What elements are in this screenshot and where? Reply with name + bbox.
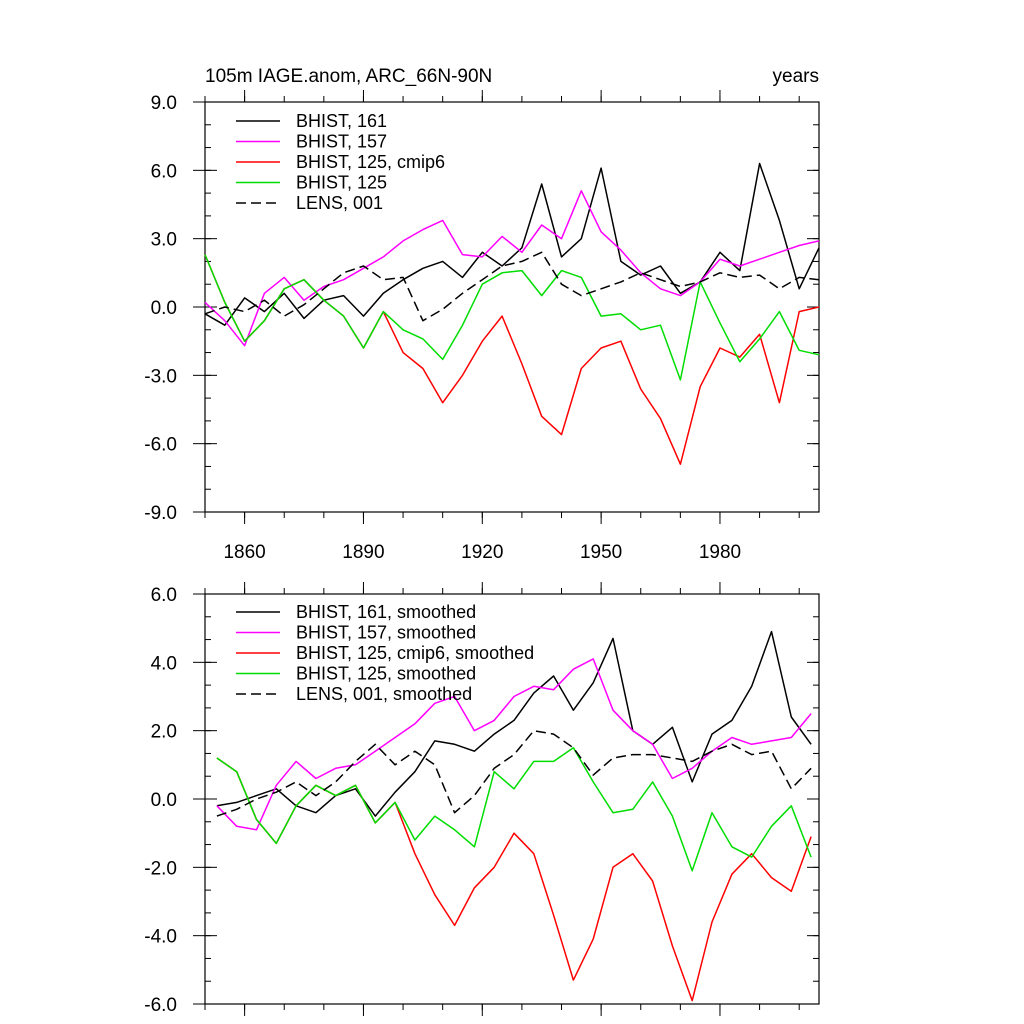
y-tick-label: -4.0 bbox=[144, 927, 177, 948]
legend-label-2: BHIST, 157 bbox=[296, 132, 387, 152]
y-tick-label: -6.0 bbox=[144, 435, 177, 456]
series-line-4 bbox=[216, 747, 812, 872]
legend-label-1: BHIST, 161 bbox=[296, 111, 387, 131]
y-tick-label: 9.0 bbox=[151, 93, 177, 114]
legend-label-5: LENS, 001 bbox=[296, 193, 383, 213]
legend-label-3: BHIST, 125, cmip6, smoothed bbox=[296, 643, 534, 663]
y-tick-label: 0.0 bbox=[151, 298, 177, 319]
legend-label-2: BHIST, 157, smoothed bbox=[296, 623, 476, 643]
y-tick-label: -3.0 bbox=[144, 366, 177, 387]
y-tick-label: -2.0 bbox=[144, 858, 177, 879]
series-line-2 bbox=[204, 190, 820, 347]
series-line-3 bbox=[216, 757, 812, 1002]
legend-label-1: BHIST, 161, smoothed bbox=[296, 602, 476, 622]
series-line-1 bbox=[204, 162, 820, 326]
y-tick-label: 2.0 bbox=[151, 722, 177, 743]
legend-label-4: BHIST, 125, smoothed bbox=[296, 664, 476, 684]
x-tick-label: 1860 bbox=[223, 542, 265, 563]
y-tick-label: 6.0 bbox=[151, 161, 177, 182]
y-tick-label: 6.0 bbox=[151, 585, 177, 606]
x-tick-label: 1950 bbox=[580, 542, 622, 563]
x-tick-label: 1980 bbox=[699, 542, 741, 563]
x-tick-label: 1920 bbox=[461, 542, 503, 563]
series-line-3 bbox=[204, 254, 820, 465]
top-panel-right-title: years bbox=[773, 66, 819, 87]
series-line-5 bbox=[204, 251, 820, 322]
top-panel-title: 105m IAGE.anom, ARC_66N-90N bbox=[205, 66, 492, 87]
legend-label-3: BHIST, 125, cmip6 bbox=[296, 152, 445, 172]
legend-label-4: BHIST, 125 bbox=[296, 173, 387, 193]
bottom-panel: -6.0 -4.0 -2.0 0.0 2.0 4.0 6.0 BHIST, 161, smoo… bbox=[144, 582, 820, 1016]
x-tick-label: 1890 bbox=[342, 542, 384, 563]
series-line-5 bbox=[216, 729, 812, 817]
y-tick-label: 3.0 bbox=[151, 230, 177, 251]
y-tick-label: -6.0 bbox=[144, 995, 177, 1016]
legend-label-5: LENS, 001, smoothed bbox=[296, 684, 472, 704]
y-tick-label: 0.0 bbox=[151, 790, 177, 811]
top-panel: 105m IAGE.anom, ARC_66N-90N years -9.0 -6… bbox=[144, 66, 820, 563]
series-line-4 bbox=[204, 254, 820, 381]
y-tick-label: 4.0 bbox=[151, 653, 177, 674]
y-tick-label: -9.0 bbox=[144, 503, 177, 524]
series-line-1 bbox=[216, 630, 812, 817]
